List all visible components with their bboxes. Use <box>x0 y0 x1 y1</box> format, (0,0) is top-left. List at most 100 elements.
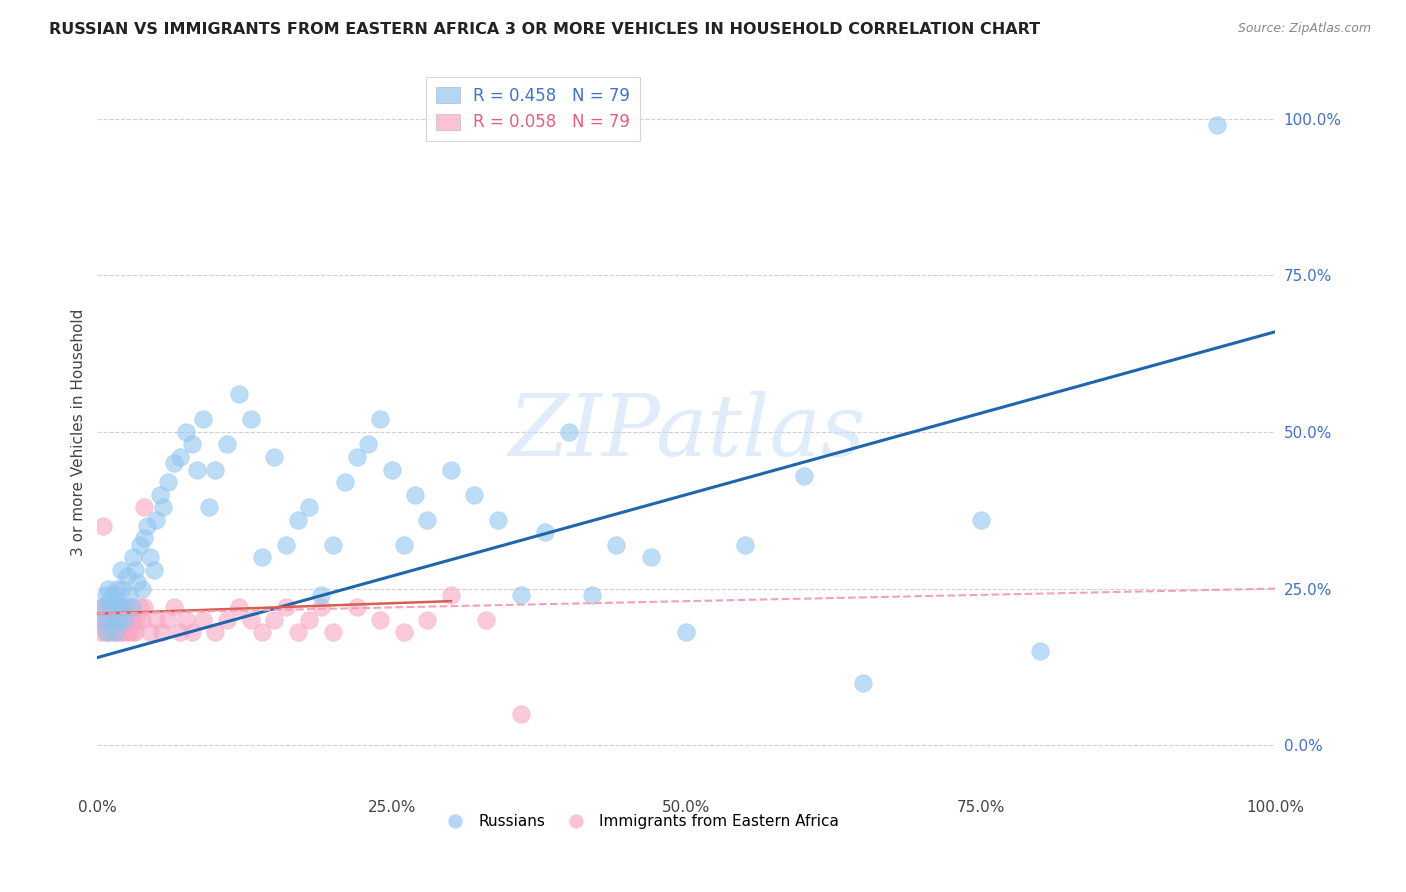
Point <box>107 600 129 615</box>
Point <box>103 613 125 627</box>
Point <box>145 613 167 627</box>
Point <box>793 468 815 483</box>
Point <box>115 613 138 627</box>
Point <box>128 538 150 552</box>
Point <box>228 387 250 401</box>
Point <box>139 550 162 565</box>
Point <box>104 625 127 640</box>
Point <box>557 425 579 439</box>
Point <box>534 525 557 540</box>
Point <box>322 625 344 640</box>
Point <box>128 600 150 615</box>
Point <box>852 675 875 690</box>
Point <box>157 475 180 489</box>
Point <box>298 613 321 627</box>
Point <box>114 625 136 640</box>
Point <box>100 613 122 627</box>
Point <box>97 582 120 596</box>
Point <box>970 513 993 527</box>
Point <box>115 569 138 583</box>
Point <box>346 600 368 615</box>
Point <box>104 600 127 615</box>
Point <box>118 588 141 602</box>
Point <box>121 600 143 615</box>
Point <box>368 412 391 426</box>
Point <box>121 625 143 640</box>
Point <box>309 600 332 615</box>
Point <box>252 550 274 565</box>
Point <box>117 600 139 615</box>
Point <box>105 582 128 596</box>
Point <box>134 600 156 615</box>
Point <box>124 625 146 640</box>
Point <box>392 538 415 552</box>
Point <box>368 613 391 627</box>
Point <box>112 600 135 615</box>
Point <box>118 625 141 640</box>
Point <box>100 600 122 615</box>
Point <box>675 625 697 640</box>
Point <box>105 625 128 640</box>
Point <box>239 613 262 627</box>
Point <box>215 613 238 627</box>
Point <box>98 625 121 640</box>
Point <box>112 600 135 615</box>
Point <box>96 625 118 640</box>
Point <box>157 613 180 627</box>
Point <box>274 600 297 615</box>
Point <box>97 613 120 627</box>
Point <box>198 500 221 515</box>
Point <box>392 625 415 640</box>
Point <box>287 625 309 640</box>
Point <box>111 625 134 640</box>
Point <box>193 412 215 426</box>
Point <box>120 613 142 627</box>
Point <box>101 625 124 640</box>
Point <box>139 625 162 640</box>
Point <box>193 613 215 627</box>
Point <box>101 588 124 602</box>
Point <box>110 563 132 577</box>
Text: RUSSIAN VS IMMIGRANTS FROM EASTERN AFRICA 3 OR MORE VEHICLES IN HOUSEHOLD CORREL: RUSSIAN VS IMMIGRANTS FROM EASTERN AFRIC… <box>49 22 1040 37</box>
Point <box>605 538 627 552</box>
Point <box>124 563 146 577</box>
Point <box>581 588 603 602</box>
Point <box>110 613 132 627</box>
Point <box>180 437 202 451</box>
Point <box>180 625 202 640</box>
Point <box>298 500 321 515</box>
Point <box>169 625 191 640</box>
Point <box>440 588 463 602</box>
Point <box>150 625 173 640</box>
Point <box>357 437 380 451</box>
Point <box>121 550 143 565</box>
Point <box>416 513 439 527</box>
Text: ZIPatlas: ZIPatlas <box>508 391 865 474</box>
Point <box>152 500 174 515</box>
Point <box>142 563 165 577</box>
Point <box>252 625 274 640</box>
Point <box>114 613 136 627</box>
Point <box>215 437 238 451</box>
Point <box>263 613 285 627</box>
Point <box>94 625 117 640</box>
Point <box>510 706 533 721</box>
Point <box>93 613 115 627</box>
Point <box>174 425 197 439</box>
Point <box>114 613 136 627</box>
Point <box>228 600 250 615</box>
Point <box>135 519 157 533</box>
Point <box>131 613 153 627</box>
Point <box>108 625 131 640</box>
Point <box>127 613 149 627</box>
Point <box>121 613 143 627</box>
Point <box>105 594 128 608</box>
Point <box>127 575 149 590</box>
Point <box>98 600 121 615</box>
Point <box>90 613 112 627</box>
Point <box>510 588 533 602</box>
Point <box>96 600 118 615</box>
Y-axis label: 3 or more Vehicles in Household: 3 or more Vehicles in Household <box>72 309 86 556</box>
Point <box>131 582 153 596</box>
Point <box>94 588 117 602</box>
